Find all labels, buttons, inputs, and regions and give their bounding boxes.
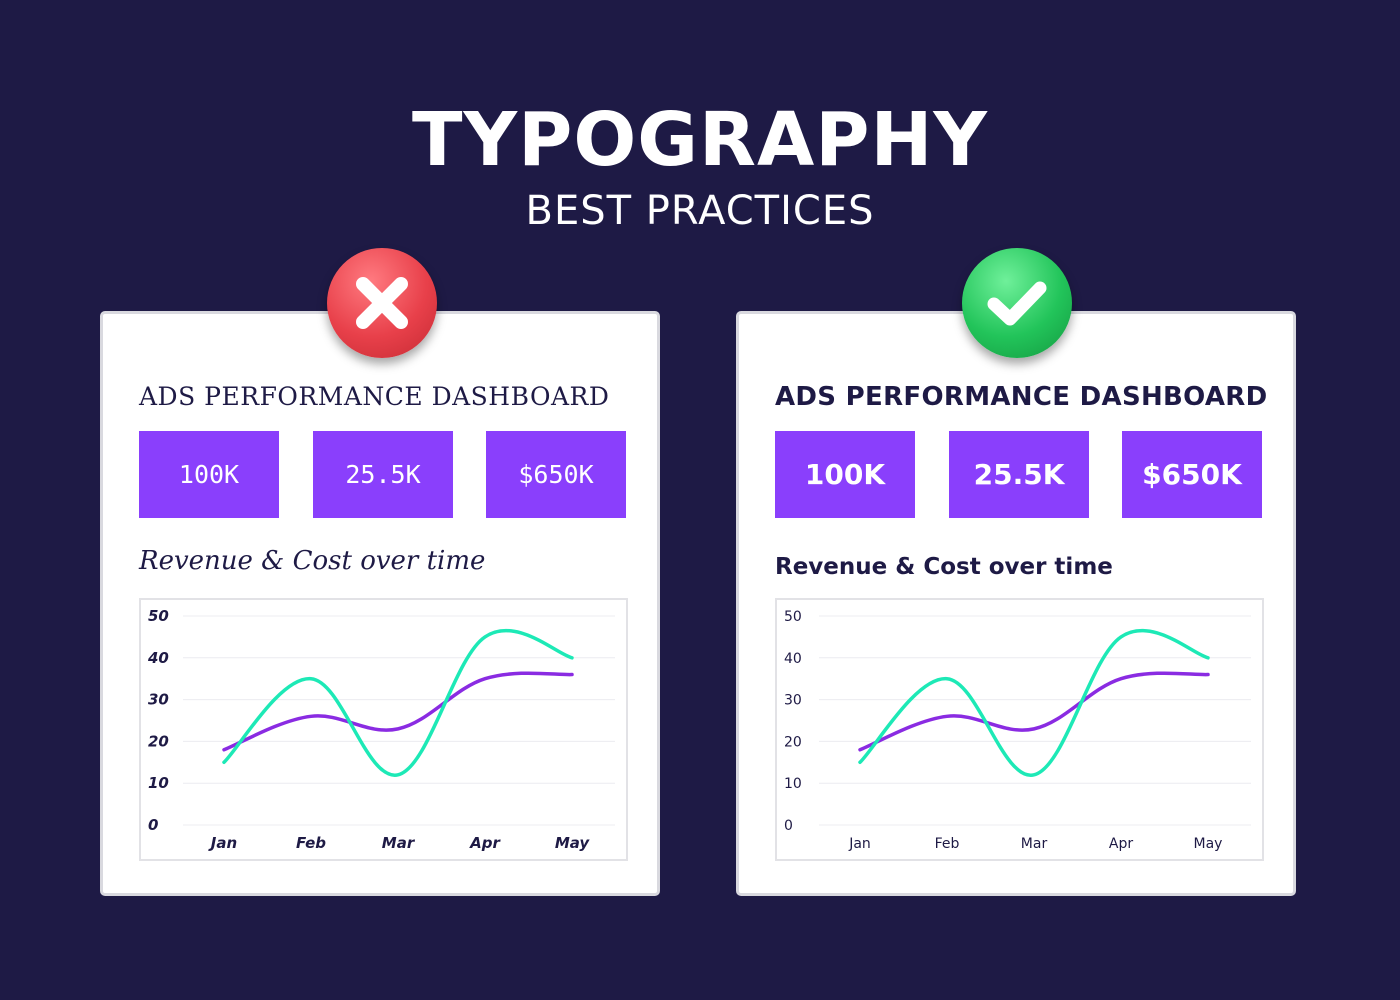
x-tick-label: Jan: [208, 834, 237, 852]
chart-title: Revenue & Cost over time: [775, 554, 1113, 580]
kpi-card: 25.5K: [313, 431, 453, 518]
dashboard-title: ADS PERFORMANCE DASHBOARD: [139, 382, 610, 411]
line-chart-svg: 0 10 20 30 40 50 Jan Feb Mar Apr May: [147, 607, 615, 852]
x-tick-label: Mar: [382, 834, 416, 852]
y-tick-label: 30: [148, 691, 169, 709]
y-tick-label: 10: [148, 774, 169, 792]
series-line: [858, 671, 1210, 752]
series-line: [222, 628, 574, 777]
x-tick-label: Apr: [469, 834, 501, 852]
x-tick-label: Feb: [296, 834, 326, 852]
y-tick-label: 40: [784, 651, 802, 667]
line-chart: 0 10 20 30 40 50 Jan Feb Mar Apr May: [139, 598, 628, 861]
bad-example-card: ADS PERFORMANCE DASHBOARD 100K 25.5K $65…: [100, 311, 660, 896]
x-tick-label: Apr: [1109, 836, 1133, 852]
check-icon: [962, 248, 1072, 358]
y-tick-label: 50: [784, 609, 802, 625]
cross-icon: [327, 248, 437, 358]
kpi-card: $650K: [1122, 431, 1262, 518]
series-line: [222, 671, 574, 752]
dashboard-title: ADS PERFORMANCE DASHBOARD: [775, 382, 1268, 412]
kpi-card: 100K: [139, 431, 279, 518]
kpi-card: 25.5K: [949, 431, 1089, 518]
y-tick-label: 20: [784, 734, 802, 750]
x-tick-label: May: [555, 834, 591, 852]
page-title: TYPOGRAPHY: [412, 97, 988, 183]
page-subtitle: BEST PRACTICES: [525, 188, 875, 234]
x-tick-label: Jan: [848, 836, 871, 852]
good-example-card: ADS PERFORMANCE DASHBOARD 100K 25.5K $65…: [736, 311, 1296, 896]
line-chart: 0 10 20 30 40 50 Jan Feb Mar Apr May: [775, 598, 1264, 861]
x-tick-label: Mar: [1021, 836, 1048, 852]
kpi-card: 100K: [775, 431, 915, 518]
y-tick-label: 0: [148, 816, 158, 834]
y-tick-label: 20: [148, 732, 169, 750]
y-tick-label: 40: [147, 649, 169, 667]
x-tick-label: Feb: [935, 836, 960, 852]
line-chart-svg: 0 10 20 30 40 50 Jan Feb Mar Apr May: [784, 609, 1251, 852]
y-tick-label: 30: [784, 693, 802, 709]
kpi-card: $650K: [486, 431, 626, 518]
y-tick-label: 0: [784, 818, 793, 834]
series-line: [858, 628, 1210, 777]
y-tick-label: 50: [148, 607, 169, 625]
chart-title: Revenue & Cost over time: [139, 546, 486, 576]
y-tick-label: 10: [784, 776, 802, 792]
x-tick-label: May: [1194, 836, 1223, 852]
